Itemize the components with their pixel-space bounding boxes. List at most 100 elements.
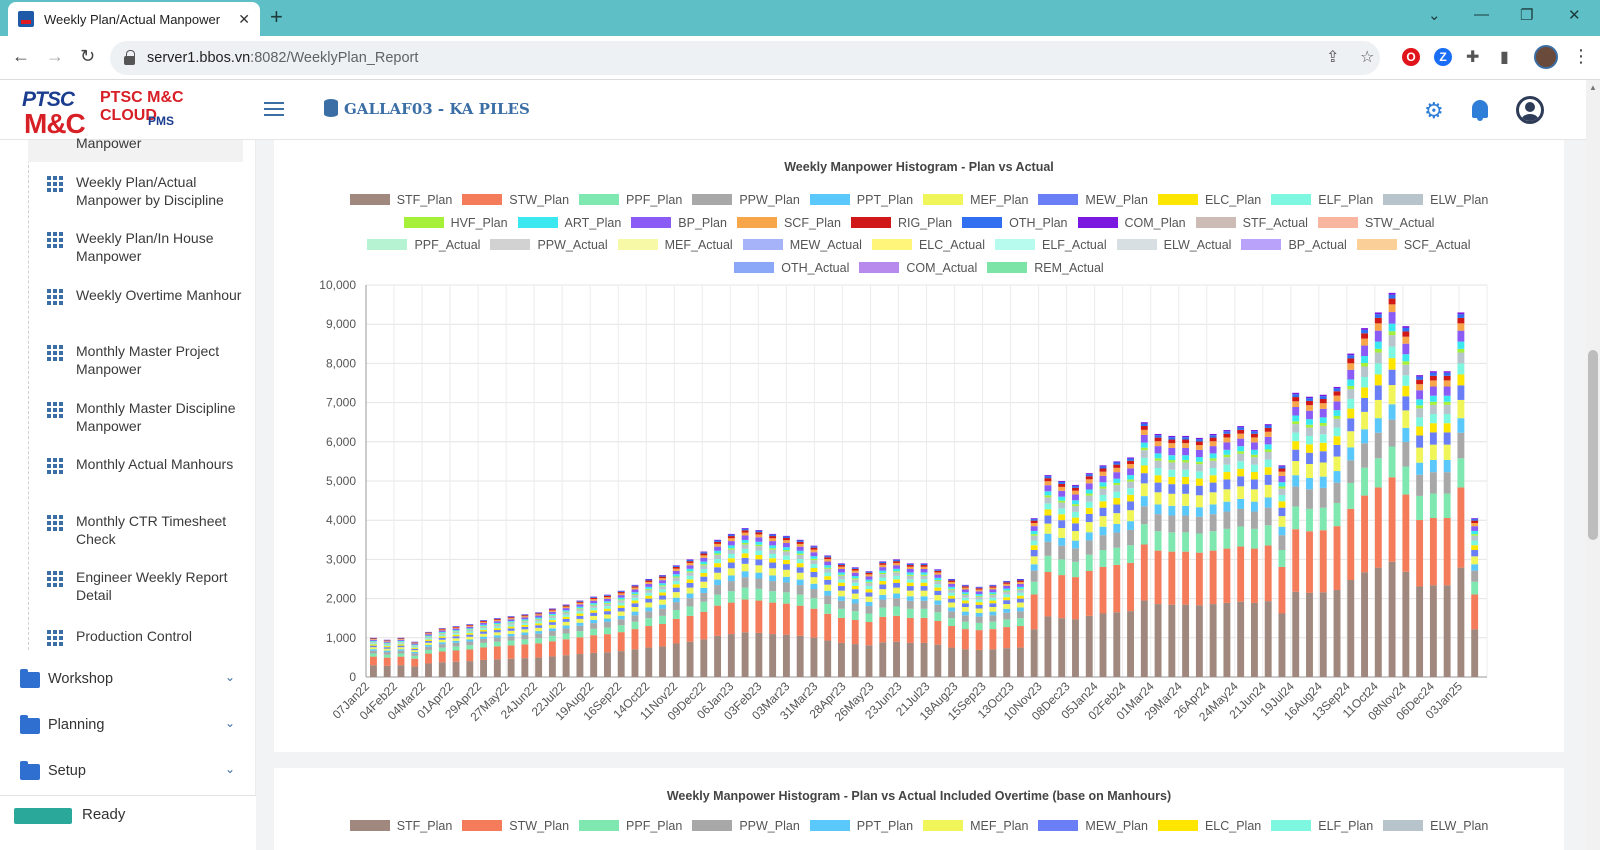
bar-segment[interactable] [1388,335,1396,347]
bar-segment[interactable] [1168,460,1176,463]
bar-segment[interactable] [507,626,515,629]
bar-segment[interactable] [893,579,900,583]
bar-segment[interactable] [879,564,887,568]
bar-segment[interactable] [1140,465,1148,474]
bar-segment[interactable] [700,551,708,553]
bar-segment[interactable] [1278,471,1286,476]
bar-segment[interactable] [1374,323,1382,331]
bar-segment[interactable] [1361,356,1368,364]
bar-segment[interactable] [879,563,887,565]
bar-segment[interactable] [1361,345,1368,357]
bar-segment[interactable] [810,637,818,677]
bar-segment[interactable] [1127,545,1134,563]
bar-segment[interactable] [1443,414,1451,424]
bar-segment[interactable] [961,589,969,593]
bar-segment[interactable] [1457,487,1465,568]
bar-segment[interactable] [1237,426,1245,428]
bar-segment[interactable] [1306,592,1313,677]
bar-segment[interactable] [1099,526,1107,536]
bar-segment[interactable] [1195,457,1203,462]
bar-segment[interactable] [590,619,598,624]
bar-segment[interactable] [686,559,694,560]
bar-segment[interactable] [824,590,832,596]
legend-item[interactable]: SCF_Plan [736,212,841,235]
legend-item[interactable]: ELW_Actual [1116,234,1231,257]
bar-segment[interactable] [851,567,859,568]
bar-segment[interactable] [1127,464,1134,469]
bar-segment[interactable] [714,563,722,568]
bar-segment[interactable] [576,613,584,616]
bar-segment[interactable] [934,584,942,588]
bar-segment[interactable] [700,564,708,566]
window-restore-button[interactable]: ❐ [1520,7,1534,24]
bar-segment[interactable] [851,599,859,604]
bar-segment[interactable] [1278,465,1286,467]
bar-segment[interactable] [838,617,845,643]
bar-segment[interactable] [1085,554,1093,572]
legend-item[interactable]: MEF_Actual [617,234,733,257]
bar-segment[interactable] [452,661,460,677]
bar-segment[interactable] [948,607,956,612]
bar-segment[interactable] [1058,490,1066,497]
opera-extension-icon[interactable]: O [1402,48,1420,66]
bar-segment[interactable] [1085,501,1093,508]
bar-segment[interactable] [1402,327,1410,332]
bar-segment[interactable] [1250,548,1258,603]
legend-item[interactable]: PPW_Actual [490,234,608,257]
bar-segment[interactable] [1347,353,1355,356]
bar-segment[interactable] [810,549,818,553]
bar-segment[interactable] [1044,475,1052,477]
bar-segment[interactable] [989,592,997,595]
bar-segment[interactable] [851,611,859,620]
bar-segment[interactable] [1182,455,1190,461]
bar-segment[interactable] [1306,508,1313,532]
bar-segment[interactable] [535,623,543,626]
bar-segment[interactable] [1223,449,1231,455]
bar-segment[interactable] [1429,380,1437,387]
bar-segment[interactable] [727,575,735,582]
bar-segment[interactable] [838,590,845,597]
bar-segment[interactable] [562,606,570,609]
bar-segment[interactable] [438,631,446,633]
bar-segment[interactable] [1471,530,1479,535]
bar-segment[interactable] [370,656,377,666]
bar-segment[interactable] [1278,468,1286,472]
bar-segment[interactable] [1154,437,1162,442]
bar-segment[interactable] [1085,522,1093,533]
bar-segment[interactable] [1044,515,1052,524]
bar-segment[interactable] [851,589,859,594]
bar-segment[interactable] [1402,427,1410,442]
bar-segment[interactable] [1374,348,1382,353]
bar-segment[interactable] [906,563,914,566]
bar-segment[interactable] [1443,401,1451,405]
bar-segment[interactable] [1429,585,1437,677]
bar-segment[interactable] [989,603,997,607]
bar-segment[interactable] [425,633,432,635]
bar-segment[interactable] [700,569,708,573]
bar-segment[interactable] [769,575,777,582]
bar-segment[interactable] [480,625,488,627]
bar-segment[interactable] [1209,460,1217,468]
bar-segment[interactable] [1168,447,1176,456]
bar-segment[interactable] [521,624,529,627]
bar-segment[interactable] [604,606,611,609]
bar-segment[interactable] [548,656,556,677]
bar-segment[interactable] [521,620,529,622]
bar-segment[interactable] [879,584,887,590]
bar-segment[interactable] [1457,341,1465,349]
bar-segment[interactable] [755,632,763,677]
bar-segment[interactable] [1264,444,1272,450]
bar-segment[interactable] [562,604,570,606]
bar-segment[interactable] [576,608,584,609]
bar-segment[interactable] [920,575,928,580]
bar-segment[interactable] [1347,355,1355,359]
bar-segment[interactable] [548,615,556,616]
bar-segment[interactable] [1072,484,1079,486]
bar-segment[interactable] [1223,528,1231,549]
bar-segment[interactable] [411,666,419,677]
bar-segment[interactable] [769,562,777,569]
bar-segment[interactable] [906,596,914,601]
bar-segment[interactable] [590,603,598,605]
bar-segment[interactable] [796,605,804,636]
bar-segment[interactable] [769,549,777,554]
